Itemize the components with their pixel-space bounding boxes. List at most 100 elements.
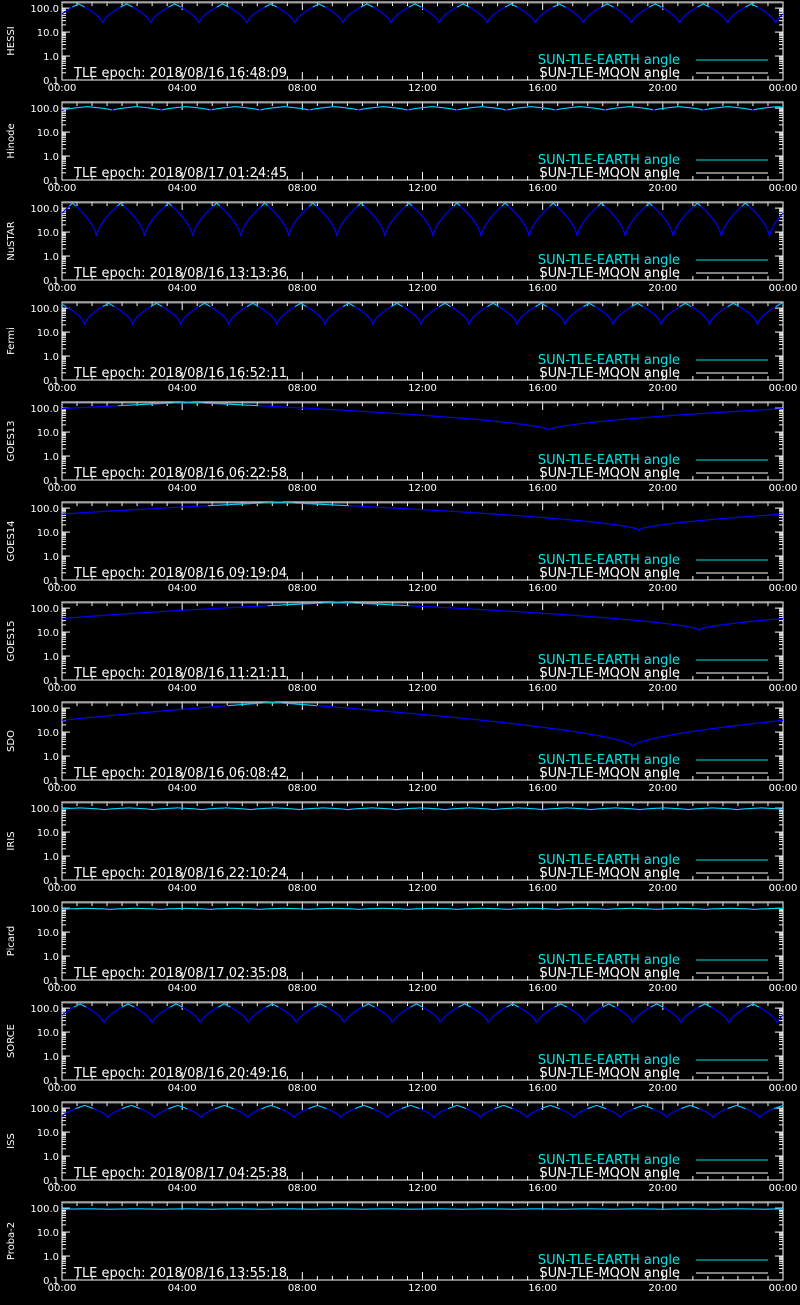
x-tick-label: 20:00: [648, 983, 677, 994]
y-tick-label: 10.0: [37, 28, 59, 39]
y-tick-label: 100.0: [30, 4, 59, 15]
x-tick-label: 00:00: [48, 383, 77, 394]
tle-epoch-text: TLE epoch: 2018/08/16 11:21:11: [73, 666, 287, 681]
legend-moon-label: SUN-TLE-MOON angle: [539, 366, 680, 381]
y-tick-label: 1.0: [43, 1252, 59, 1263]
x-tick-label: 00:00: [48, 283, 77, 294]
x-tick-label: 00:00: [769, 1183, 798, 1194]
y-tick-label: 100.0: [30, 704, 59, 715]
x-tick-label: 00:00: [48, 1083, 77, 1094]
y-axis-label: GOES14: [6, 520, 17, 561]
y-tick-label: 10.0: [37, 1228, 59, 1239]
y-axis-label: ISS: [6, 1133, 17, 1149]
y-tick-label: 1.0: [43, 452, 59, 463]
series-angle-line: [62, 602, 783, 630]
y-tick-label: 100.0: [30, 804, 59, 815]
x-tick-label: 20:00: [648, 183, 677, 194]
tle-epoch-text: TLE epoch: 2018/08/16 22:10:24: [73, 866, 287, 881]
y-tick-label: 1.0: [43, 252, 59, 263]
x-tick-label: 04:00: [168, 183, 197, 194]
y-tick-label: 100.0: [30, 1004, 59, 1015]
x-tick-label: 00:00: [769, 1283, 798, 1294]
y-tick-label: 10.0: [37, 928, 59, 939]
x-tick-label: 12:00: [408, 783, 437, 794]
x-tick-label: 08:00: [288, 783, 317, 794]
x-tick-label: 00:00: [769, 683, 798, 694]
x-tick-label: 12:00: [408, 583, 437, 594]
x-tick-label: 00:00: [48, 183, 77, 194]
y-tick-label: 100.0: [30, 1204, 59, 1215]
y-tick-label: 1.0: [43, 852, 59, 863]
y-axis-label: NuSTAR: [6, 221, 17, 260]
y-axis-label: GOES15: [6, 620, 17, 661]
tle-epoch-text: TLE epoch: 2018/08/16 06:08:42: [73, 766, 287, 781]
y-tick-label: 1.0: [43, 52, 59, 63]
x-tick-label: 00:00: [769, 583, 798, 594]
x-tick-label: 00:00: [48, 1283, 77, 1294]
x-tick-label: 00:00: [769, 283, 798, 294]
y-tick-label: 10.0: [37, 228, 59, 239]
x-tick-label: 04:00: [168, 983, 197, 994]
y-tick-label: 10.0: [37, 1028, 59, 1039]
x-tick-label: 04:00: [168, 883, 197, 894]
x-tick-label: 08:00: [288, 883, 317, 894]
x-tick-label: 16:00: [528, 283, 557, 294]
x-tick-label: 08:00: [288, 83, 317, 94]
y-axis-label: Hinode: [6, 123, 17, 158]
x-tick-label: 08:00: [288, 683, 317, 694]
y-axis-label: Fermi: [6, 327, 17, 355]
tle-epoch-text: TLE epoch: 2018/08/17 02:35:08: [73, 966, 287, 981]
x-tick-label: 20:00: [648, 1283, 677, 1294]
x-tick-label: 04:00: [168, 583, 197, 594]
x-tick-label: 16:00: [528, 83, 557, 94]
series-earth-line: [74, 1004, 759, 1007]
x-tick-label: 12:00: [408, 1083, 437, 1094]
y-tick-label: 100.0: [30, 104, 59, 115]
x-tick-label: 00:00: [769, 383, 798, 394]
x-tick-label: 16:00: [528, 183, 557, 194]
tle-epoch-text: TLE epoch: 2018/08/16 13:55:18: [73, 1266, 287, 1281]
tle-epoch-text: TLE epoch: 2018/08/16 16:48:09: [73, 66, 287, 81]
y-tick-label: 10.0: [37, 128, 59, 139]
x-tick-label: 12:00: [408, 683, 437, 694]
legend-moon-label: SUN-TLE-MOON angle: [539, 1066, 680, 1081]
y-tick-label: 10.0: [37, 728, 59, 739]
x-tick-label: 08:00: [288, 583, 317, 594]
x-tick-label: 12:00: [408, 1183, 437, 1194]
legend-moon-label: SUN-TLE-MOON angle: [539, 266, 680, 281]
x-tick-label: 20:00: [648, 883, 677, 894]
x-tick-label: 04:00: [168, 1183, 197, 1194]
x-tick-label: 20:00: [648, 283, 677, 294]
tle-epoch-text: TLE epoch: 2018/08/16 06:22:58: [73, 466, 287, 481]
x-tick-label: 16:00: [528, 983, 557, 994]
legend-moon-label: SUN-TLE-MOON angle: [539, 566, 680, 581]
y-tick-label: 10.0: [37, 828, 59, 839]
x-tick-label: 12:00: [408, 883, 437, 894]
y-tick-label: 1.0: [43, 152, 59, 163]
x-tick-label: 00:00: [769, 883, 798, 894]
series-earth-line: [72, 4, 757, 7]
y-axis-label: GOES13: [6, 420, 17, 461]
y-axis-label: HESSI: [6, 26, 17, 55]
x-tick-label: 00:00: [769, 183, 798, 194]
legend-moon-label: SUN-TLE-MOON angle: [539, 466, 680, 481]
legend-moon-label: SUN-TLE-MOON angle: [539, 66, 680, 81]
y-axis-label: Proba-2: [6, 1222, 17, 1260]
x-tick-label: 00:00: [769, 783, 798, 794]
y-tick-label: 100.0: [30, 204, 59, 215]
y-tick-label: 1.0: [43, 1052, 59, 1063]
x-tick-label: 08:00: [288, 1183, 317, 1194]
x-tick-label: 00:00: [48, 83, 77, 94]
legend-moon-label: SUN-TLE-MOON angle: [539, 1266, 680, 1281]
x-tick-label: 08:00: [288, 1083, 317, 1094]
x-tick-label: 20:00: [648, 783, 677, 794]
y-axis-label: SORCE: [6, 1024, 17, 1058]
